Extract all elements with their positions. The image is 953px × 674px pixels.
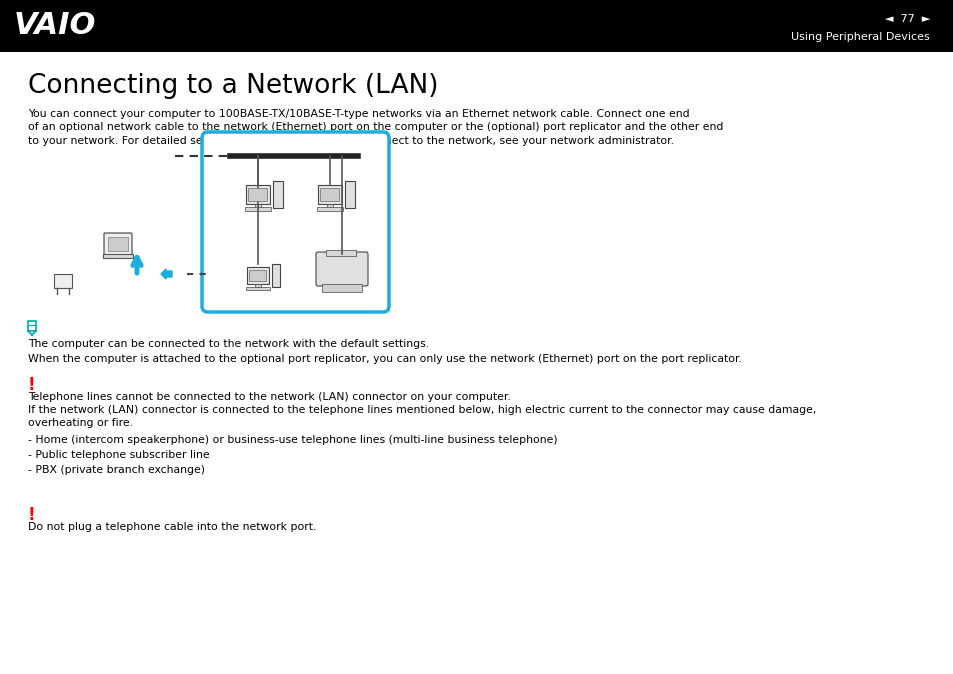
Text: You can connect your computer to 100BASE-TX/10BASE-T-type networks via an Ethern: You can connect your computer to 100BASE… [28, 109, 689, 119]
Bar [322, 284, 361, 292]
FancyBboxPatch shape [315, 252, 368, 286]
Text: VAIO: VAIO [14, 11, 96, 40]
Bar [316, 207, 343, 211]
Bar [254, 204, 260, 208]
Text: When the computer is attached to the optional port replicator, you can only use : When the computer is attached to the opt… [28, 354, 741, 364]
Bar [273, 181, 282, 208]
Text: Telephone lines cannot be connected to the network (LAN) connector on your compu: Telephone lines cannot be connected to t… [28, 392, 510, 402]
FancyBboxPatch shape [104, 233, 132, 255]
Bar [108, 237, 128, 251]
Text: - Public telephone subscriber line: - Public telephone subscriber line [28, 450, 210, 460]
Bar [320, 188, 339, 201]
Text: to your network. For detailed settings and devices needed to connect to the netw: to your network. For detailed settings a… [28, 136, 673, 146]
Bar [246, 286, 270, 290]
Text: !: ! [28, 376, 35, 394]
Text: - Home (intercom speakerphone) or business-use telephone lines (multi-line busin: - Home (intercom speakerphone) or busine… [28, 435, 558, 445]
Text: of an optional network cable to the network (Ethernet) port on the computer or t: of an optional network cable to the netw… [28, 123, 722, 133]
Bar [255, 284, 260, 287]
Bar [345, 181, 355, 208]
Bar [326, 250, 355, 256]
Bar [327, 204, 333, 208]
Bar [103, 254, 132, 258]
Text: If the network (LAN) connector is connected to the telephone lines mentioned bel: If the network (LAN) connector is connec… [28, 405, 816, 415]
Text: Connecting to a Network (LAN): Connecting to a Network (LAN) [28, 73, 438, 99]
Bar [272, 264, 280, 287]
FancyBboxPatch shape [202, 132, 389, 312]
Bar [0, 0, 953, 52]
Bar [54, 274, 71, 288]
Text: The computer can be connected to the network with the default settings.: The computer can be connected to the net… [28, 339, 429, 349]
FancyArrow shape [161, 269, 172, 279]
Text: !: ! [28, 506, 35, 524]
Text: ◄  77  ►: ◄ 77 ► [883, 14, 929, 24]
Bar [245, 185, 270, 204]
Text: overheating or fire.: overheating or fire. [28, 418, 132, 428]
Text: - PBX (private branch exchange): - PBX (private branch exchange) [28, 465, 205, 475]
Bar [317, 185, 342, 204]
Text: Do not plug a telephone cable into the network port.: Do not plug a telephone cable into the n… [28, 522, 316, 532]
Bar [250, 270, 266, 282]
Text: Using Peripheral Devices: Using Peripheral Devices [790, 32, 929, 42]
Bar [247, 267, 269, 284]
Bar [244, 207, 271, 211]
Bar [248, 188, 267, 201]
